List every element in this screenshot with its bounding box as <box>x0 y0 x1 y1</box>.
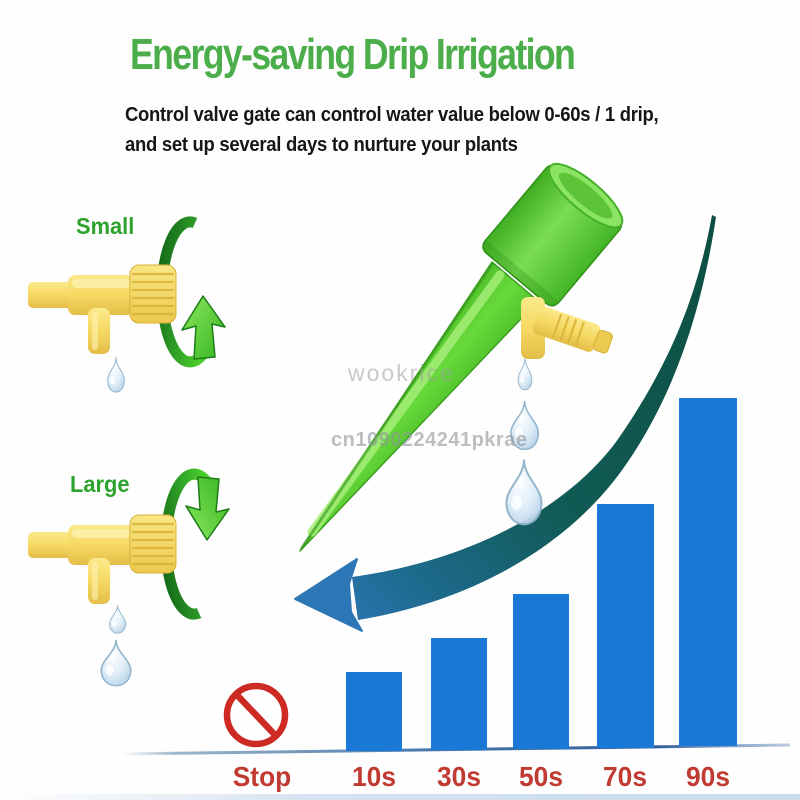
chart-bar <box>431 638 487 750</box>
small-valve-rotation-arrow-icon <box>162 222 225 362</box>
small-setting-label: Small <box>76 213 135 239</box>
category-label-50s: 50s <box>519 761 563 792</box>
chart-bar <box>346 672 402 751</box>
drip-spike-illustration <box>299 162 624 552</box>
spike-valve <box>521 297 613 359</box>
large-setting-label: Large <box>70 471 130 497</box>
large-valve-rotation-arrow-icon <box>166 474 229 614</box>
subtitle-line-1: Control valve gate can control water val… <box>125 103 659 126</box>
water-drop-icon <box>505 458 543 526</box>
category-label-90s: 90s <box>686 761 730 792</box>
small-valve-illustration <box>26 263 178 356</box>
category-label-70s: 70s <box>603 761 647 792</box>
watermark-text: wookrice <box>348 360 455 386</box>
large-valve-illustration <box>26 513 178 606</box>
chart-bar <box>597 504 654 748</box>
subtitle: Control valve gate can control water val… <box>125 100 659 160</box>
spike-cap <box>481 162 624 308</box>
prohibition-icon <box>223 682 289 748</box>
watermark-code: cn1090224241pkrae <box>331 429 528 451</box>
water-drop-icon <box>517 357 533 391</box>
water-drop-icon <box>100 638 132 687</box>
chart-bar <box>679 398 737 746</box>
page-title: Energy-saving Drip Irrigation <box>130 30 576 79</box>
category-label-10s: 10s <box>352 761 396 792</box>
subtitle-line-2: and set up several days to nurture your … <box>125 133 518 156</box>
category-label-30s: 30s <box>437 761 481 792</box>
water-drop-icon <box>109 604 127 634</box>
water-drop-icon <box>107 356 125 393</box>
bottom-edge-strip <box>0 794 800 800</box>
category-label-stop: Stop <box>232 761 292 792</box>
chart-bar <box>513 594 569 749</box>
